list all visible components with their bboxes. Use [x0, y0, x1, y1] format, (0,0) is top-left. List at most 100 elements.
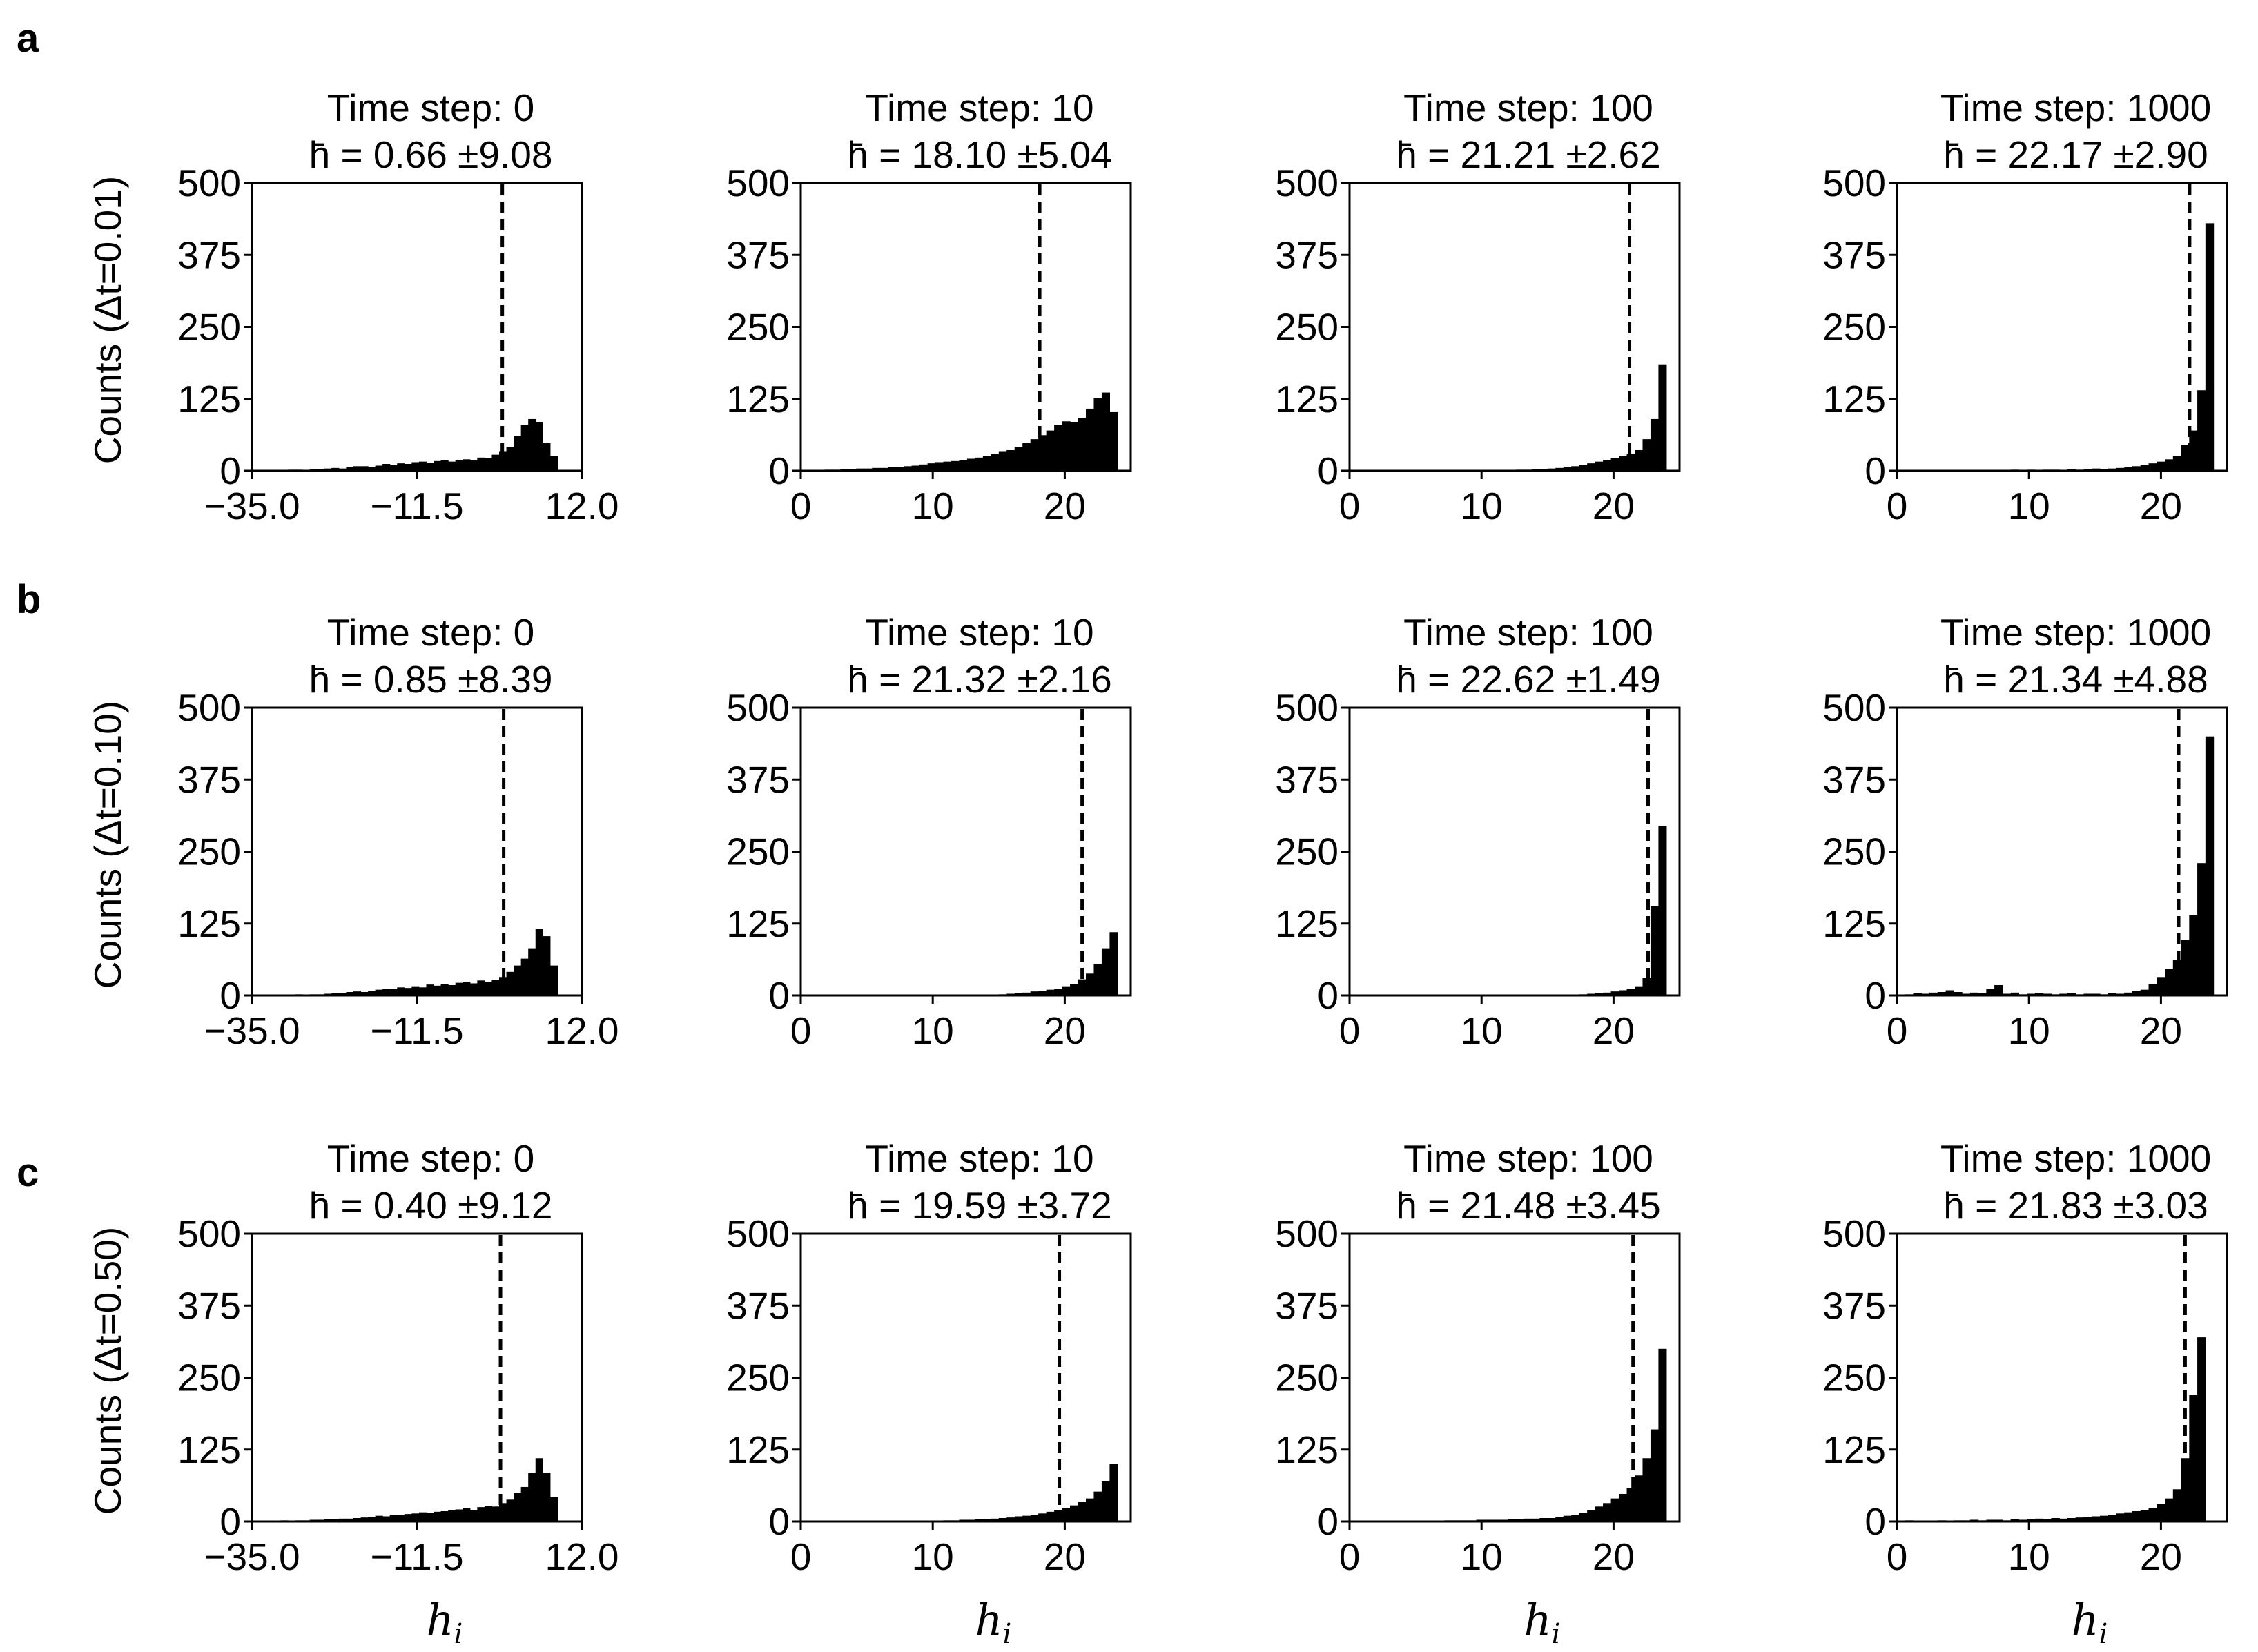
panel-title: Time step: 0: [327, 1137, 535, 1180]
histogram-bar: [434, 985, 442, 995]
histogram-bar: [2197, 863, 2206, 995]
histogram-bar: [463, 459, 471, 471]
panel-r2-c1: 0 125 250 375 500 0 10 20 Time step: 10h̄ = 19.5…: [726, 1137, 1132, 1578]
histogram-bar: [2027, 1519, 2036, 1522]
histogram-bar: [982, 456, 991, 471]
histogram-bar: [426, 984, 434, 995]
histogram-bar: [2051, 1517, 2060, 1522]
histogram-bar: [1030, 439, 1039, 471]
histogram-bar: [2205, 223, 2215, 471]
y-tick-label: 250: [726, 1357, 790, 1399]
histogram-bar: [1109, 932, 1118, 995]
histogram-bar: [1603, 1503, 1612, 1522]
x-tick-label: 10: [2008, 1535, 2050, 1578]
histogram-bar: [1101, 392, 1111, 471]
histogram-bar: [514, 436, 522, 471]
histogram-bar: [1650, 1429, 1660, 1522]
histogram-bar: [2108, 1514, 2117, 1522]
histogram-bar: [448, 984, 456, 995]
histogram-bar: [2124, 1512, 2133, 1522]
histogram-bar: [935, 462, 944, 471]
panel-stat: h̄ = 18.10 ±5.04: [847, 133, 1111, 176]
x-tick-label: 12.0: [545, 485, 619, 527]
x-tick-label: 12.0: [545, 1535, 619, 1578]
histogram-bar: [346, 467, 354, 471]
histogram-bar: [463, 1508, 471, 1522]
panel-r1-c1: 0 125 250 375 500 0 10 20 Time step: 10h̄ = 21.3…: [726, 611, 1132, 1052]
histogram-bar: [2165, 1498, 2174, 1522]
histogram-bar: [549, 965, 558, 995]
x-tick-label: 10: [1461, 1535, 1503, 1578]
y-tick-label: 0: [220, 974, 241, 1017]
panel-stat: h̄ = 0.40 ±9.12: [309, 1184, 553, 1227]
histogram-bar: [469, 983, 478, 995]
histogram-bar: [1634, 1475, 1644, 1522]
x-tick-label: 10: [1461, 1009, 1503, 1052]
y-tick-label: 250: [1275, 830, 1339, 873]
y-axis-label: Counts (Δt=0.10): [86, 701, 129, 989]
y-tick-label: 500: [726, 686, 790, 729]
y-tick-label: 375: [1275, 758, 1339, 801]
histogram-bar: [2140, 1510, 2150, 1522]
histogram-bar: [1014, 447, 1023, 471]
histogram-bar: [1078, 418, 1087, 471]
histogram-bar: [2172, 456, 2182, 471]
histogram-bar: [2043, 1519, 2052, 1522]
x-tick-label: 10: [2008, 1009, 2050, 1052]
histogram-bar: [506, 1499, 514, 1522]
x-tick-label: −11.5: [370, 1009, 463, 1052]
x-tick-label: 20: [1593, 485, 1635, 527]
plot-frame: [1348, 1232, 1681, 1523]
histogram-bar: [2010, 1519, 2019, 1522]
panel-title: Time step: 1000: [1940, 86, 2211, 129]
x-tick-label: 10: [1461, 485, 1503, 527]
x-axis-label-main: h: [2072, 1595, 2099, 1645]
histogram-bar: [2197, 390, 2206, 471]
histogram-bar: [1085, 1498, 1095, 1522]
histogram-bar: [879, 467, 888, 471]
histogram-bar: [888, 467, 897, 471]
x-tick-label: 0: [1887, 485, 1908, 527]
histogram-bar: [2148, 984, 2157, 995]
histogram-bar: [1093, 398, 1102, 471]
histogram-bar: [1109, 411, 1118, 471]
histogram-bar: [375, 1515, 383, 1522]
histogram-bar: [426, 463, 434, 471]
panel-title: Time step: 1000: [1940, 611, 2211, 654]
histogram-bar: [1595, 993, 1604, 995]
x-tick-label: 20: [1593, 1009, 1635, 1052]
histogram-bar: [411, 462, 420, 471]
histogram-bar: [2092, 468, 2101, 471]
y-tick-label: 500: [177, 162, 241, 204]
x-axis-label: hi: [2072, 1595, 2108, 1650]
histogram-bar: [331, 467, 340, 471]
histogram-bar: [2172, 1489, 2182, 1522]
y-tick-label: 250: [1275, 1357, 1339, 1399]
histogram-bar: [1508, 1519, 1517, 1522]
histogram-bar: [434, 1511, 442, 1522]
y-tick-label: 375: [726, 758, 790, 801]
histogram-bar: [353, 466, 362, 471]
x-tick-label: 0: [1339, 1009, 1361, 1052]
y-tick-label: 0: [768, 974, 790, 1017]
panel-stat: h̄ = 22.62 ±1.49: [1396, 658, 1660, 701]
x-tick-label: 10: [912, 1535, 954, 1578]
panel-r0-c0: 0 125 250 375 500 −35.0 −11.5 12.0 Time step: 0h…: [177, 86, 619, 527]
histogram-bar: [1062, 1507, 1071, 1522]
histogram-bar: [520, 958, 529, 995]
histogram-bar: [991, 1518, 1000, 1522]
y-tick-label: 375: [1822, 233, 1886, 276]
y-tick-label: 250: [726, 830, 790, 873]
histogram-bar: [411, 986, 420, 995]
y-tick-label: 0: [1865, 449, 1886, 492]
x-axis-label-sub: i: [1552, 1618, 1561, 1650]
histogram-bar: [2108, 993, 2117, 995]
histogram-bar: [943, 461, 952, 471]
histogram-bar: [2181, 445, 2190, 471]
histogram-bar: [1603, 992, 1612, 995]
panel-stat: h̄ = 21.34 ±4.88: [1943, 658, 2208, 701]
histogram-bar: [1539, 1517, 1548, 1522]
histogram-bar: [2165, 969, 2174, 995]
histogram-bar: [338, 993, 347, 995]
